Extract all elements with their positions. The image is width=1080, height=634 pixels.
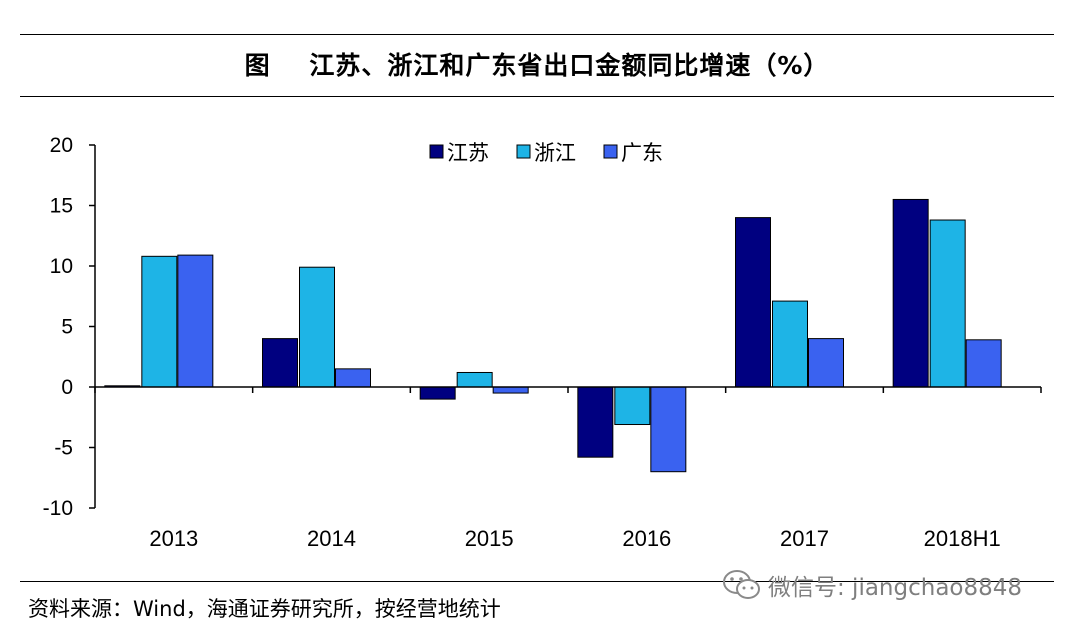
legend-label-guangdong: 广东: [621, 141, 663, 165]
bar-zhejiang-2016: [614, 386, 651, 426]
bar-jiangsu-2016: [577, 386, 614, 458]
bar-guangdong-2016: [650, 386, 687, 473]
bar-zhejiang-2013: [141, 255, 178, 388]
top-rule: [20, 34, 1054, 35]
bar-guangdong-2017: [808, 338, 844, 388]
y-axis-ticks: 20 15 10 5 0 -5 -10: [43, 134, 95, 520]
bar-guangdong-2014: [335, 368, 371, 388]
x-axis-labels: 2013 2014 2015 2016 2017 2018H1: [149, 526, 1000, 551]
bar-jiangsu-2015: [419, 386, 456, 400]
y-tick-label: 0: [61, 376, 73, 399]
watermark-text: 微信号: jiangchao8848: [768, 575, 1023, 601]
y-tick-label: 20: [50, 134, 73, 157]
bar-guangdong-2013: [177, 254, 214, 388]
bottom-rule: [20, 581, 1054, 582]
x-category-label: 2017: [780, 526, 829, 551]
bar-jiangsu-2014: [262, 338, 298, 388]
legend-swatch-zhejiang: [516, 144, 531, 159]
x-category-label: 2013: [149, 526, 198, 551]
bar-guangdong-2015: [492, 386, 529, 394]
bar-jiangsu-2017: [735, 217, 771, 388]
bar-guangdong-2018H1: [965, 339, 1002, 388]
watermark: 微信号: jiangchao8848: [722, 566, 1022, 604]
y-tick-label: 10: [50, 255, 73, 278]
bar-zhejiang-2018H1: [929, 219, 966, 388]
legend-swatch-guangdong: [603, 144, 618, 159]
x-category-label: 2018H1: [924, 526, 1001, 551]
axes: [94, 145, 1042, 508]
legend: 江苏 浙江 广东: [429, 141, 663, 165]
y-tick-label: -5: [54, 437, 73, 460]
wechat-icon: [723, 570, 760, 599]
bar-jiangsu-2018H1: [892, 198, 929, 388]
legend-swatch-jiangsu: [429, 144, 444, 159]
y-tick-label: 5: [61, 316, 73, 339]
page-title: 图 江苏、浙江和广东省出口金额同比增速（%）: [244, 51, 830, 80]
x-category-label: 2015: [465, 526, 514, 551]
legend-label-zhejiang: 浙江: [534, 141, 576, 165]
x-category-label: 2014: [307, 526, 356, 551]
y-tick-label: -10: [43, 497, 73, 520]
bar-zhejiang-2017: [772, 300, 808, 388]
title-bottom-rule: [20, 96, 1054, 97]
bars: [104, 198, 1002, 473]
source-note: 资料来源：Wind，海通证券研究所，按经营地统计: [28, 597, 501, 621]
y-tick-label: 15: [50, 195, 73, 218]
x-category-label: 2016: [622, 526, 671, 551]
bar-zhejiang-2015: [456, 371, 493, 388]
legend-label-jiangsu: 江苏: [447, 141, 489, 165]
bar-zhejiang-2014: [299, 266, 335, 388]
